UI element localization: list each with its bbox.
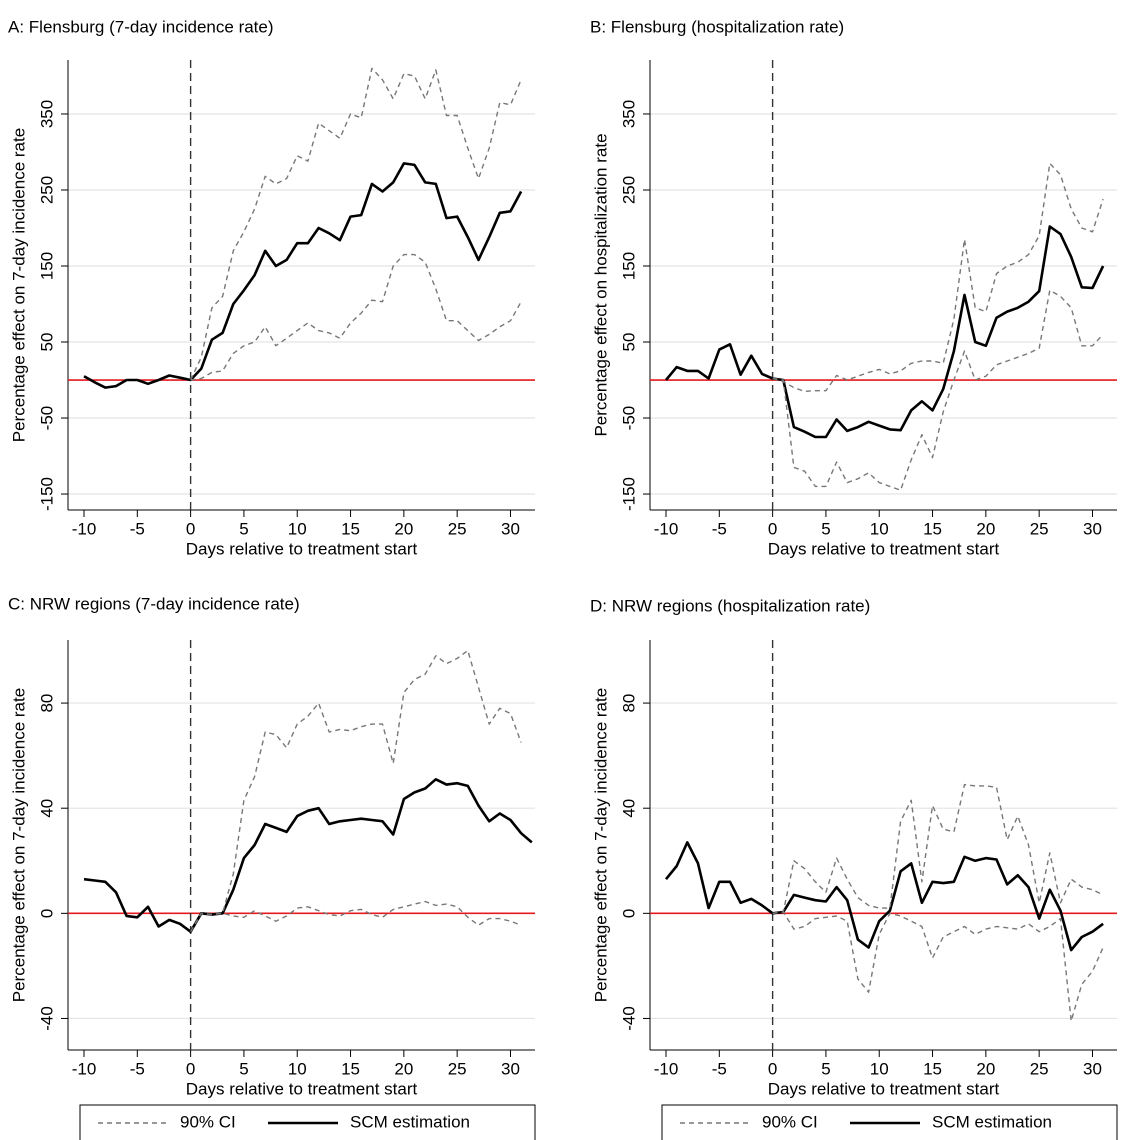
series-line bbox=[772, 162, 1104, 393]
x-tick-label: 30 bbox=[1083, 519, 1102, 538]
legend-label: 90% CI bbox=[762, 1112, 818, 1131]
panel: C: NRW regions (7-day incidence rate) -40… bbox=[8, 594, 536, 1140]
y-tick-label: 80 bbox=[619, 694, 638, 713]
series-line bbox=[189, 649, 522, 933]
series-line bbox=[83, 778, 533, 933]
x-tick-label: -5 bbox=[130, 1059, 145, 1078]
panel: A: Flensburg (7-day incidence rate)-150-… bbox=[8, 17, 535, 558]
panel-title: C: NRW regions (7-day incidence rate) bbox=[8, 594, 300, 613]
series-line bbox=[772, 911, 1104, 1022]
x-tick-label: 20 bbox=[976, 519, 995, 538]
y-axis-label: Percentage effect on hospitalization rat… bbox=[591, 133, 610, 436]
y-tick-label: -40 bbox=[37, 1006, 56, 1031]
series-line bbox=[772, 783, 1104, 914]
x-tick-label: 25 bbox=[1030, 519, 1049, 538]
x-tick-label: 5 bbox=[821, 519, 830, 538]
y-tick-label: 0 bbox=[37, 909, 56, 918]
series-line bbox=[189, 67, 522, 381]
x-axis-label: Days relative to treatment start bbox=[186, 1079, 418, 1098]
y-tick-label: 250 bbox=[619, 176, 638, 204]
x-tick-label: 15 bbox=[923, 519, 942, 538]
panel-title: D: NRW regions (hospitalization rate) bbox=[590, 596, 870, 615]
x-tick-label: 30 bbox=[501, 1059, 520, 1078]
x-tick-label: -10 bbox=[72, 1059, 97, 1078]
y-axis-label: Percentage effect on 7-day incidence rat… bbox=[9, 128, 28, 442]
series-line bbox=[189, 900, 522, 933]
x-tick-label: -10 bbox=[654, 1059, 679, 1078]
x-tick-label: 5 bbox=[239, 1059, 248, 1078]
y-tick-label: 150 bbox=[619, 252, 638, 280]
y-tick-label: -40 bbox=[619, 1006, 638, 1031]
y-axis-label: Percentage effect on 7-day incidence rat… bbox=[591, 688, 610, 1002]
x-axis-label: Days relative to treatment start bbox=[186, 539, 418, 558]
series-line bbox=[83, 162, 523, 389]
x-tick-label: 10 bbox=[870, 519, 889, 538]
x-tick-label: 15 bbox=[923, 1059, 942, 1078]
y-tick-label: 0 bbox=[619, 909, 638, 918]
x-tick-label: 15 bbox=[341, 1059, 360, 1078]
x-tick-label: -5 bbox=[712, 519, 727, 538]
x-tick-label: 20 bbox=[394, 1059, 413, 1078]
legend-label: 90% CI bbox=[180, 1112, 236, 1131]
x-tick-label: 30 bbox=[1083, 1059, 1102, 1078]
y-tick-label: 250 bbox=[37, 176, 56, 204]
x-tick-label: 15 bbox=[341, 519, 360, 538]
panel-title: A: Flensburg (7-day incidence rate) bbox=[8, 17, 274, 36]
y-tick-label: 40 bbox=[619, 799, 638, 818]
x-tick-label: -5 bbox=[130, 519, 145, 538]
x-tick-label: 0 bbox=[186, 519, 195, 538]
x-tick-label: 5 bbox=[821, 1059, 830, 1078]
y-tick-label: 150 bbox=[37, 252, 56, 280]
x-tick-label: 30 bbox=[501, 519, 520, 538]
y-tick-label: 350 bbox=[37, 100, 56, 128]
y-axis-label: Percentage effect on 7-day incidence rat… bbox=[9, 688, 28, 1002]
x-tick-label: 0 bbox=[186, 1059, 195, 1078]
panel-title: B: Flensburg (hospitalization rate) bbox=[590, 17, 844, 36]
x-tick-label: 20 bbox=[394, 519, 413, 538]
x-tick-label: -10 bbox=[72, 519, 97, 538]
x-tick-label: 10 bbox=[870, 1059, 889, 1078]
y-tick-label: 50 bbox=[619, 333, 638, 352]
x-tick-label: 10 bbox=[288, 1059, 307, 1078]
y-tick-label: -150 bbox=[619, 477, 638, 511]
y-tick-label: -50 bbox=[37, 406, 56, 431]
x-tick-label: 0 bbox=[768, 519, 777, 538]
x-tick-label: 20 bbox=[976, 1059, 995, 1078]
y-tick-label: -50 bbox=[619, 406, 638, 431]
y-tick-label: 350 bbox=[619, 100, 638, 128]
x-tick-label: 10 bbox=[288, 519, 307, 538]
legend-label: SCM estimation bbox=[350, 1112, 470, 1131]
y-tick-label: -150 bbox=[37, 477, 56, 511]
panel: B: Flensburg (hospitalization rate)-150-… bbox=[590, 17, 1117, 558]
series-line bbox=[664, 841, 1104, 952]
y-tick-label: 80 bbox=[37, 694, 56, 713]
x-tick-label: 25 bbox=[448, 519, 467, 538]
x-tick-label: -5 bbox=[712, 1059, 727, 1078]
y-tick-label: 40 bbox=[37, 799, 56, 818]
x-axis-label: Days relative to treatment start bbox=[768, 1079, 1000, 1098]
series-line bbox=[190, 253, 522, 381]
x-tick-label: 0 bbox=[768, 1059, 777, 1078]
x-axis-label: Days relative to treatment start bbox=[768, 539, 1000, 558]
legend-label: SCM estimation bbox=[932, 1112, 1052, 1131]
panel: D: NRW regions (hospitalization rate) -40… bbox=[590, 596, 1118, 1140]
series-line bbox=[664, 225, 1105, 439]
x-tick-label: -10 bbox=[654, 519, 679, 538]
x-tick-label: 5 bbox=[239, 519, 248, 538]
series-line bbox=[772, 289, 1104, 491]
x-tick-label: 25 bbox=[448, 1059, 467, 1078]
x-tick-label: 25 bbox=[1030, 1059, 1049, 1078]
y-tick-label: 50 bbox=[37, 333, 56, 352]
